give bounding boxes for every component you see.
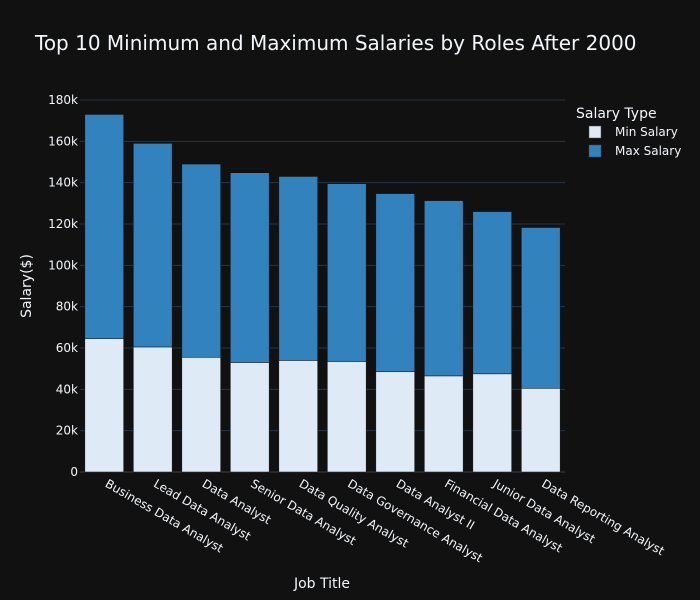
y-tick-label: 140k (48, 176, 78, 190)
max-salary-bar[interactable] (278, 176, 318, 361)
min-salary-bar[interactable] (84, 338, 124, 473)
min-salary-bar[interactable] (424, 375, 464, 473)
max-salary-bar[interactable] (521, 227, 561, 389)
legend-swatch[interactable] (588, 125, 602, 139)
min-salary-bar[interactable] (375, 371, 415, 473)
y-tick-label: 60k (56, 341, 78, 355)
max-salary-bar[interactable] (375, 193, 415, 373)
min-salary-bar[interactable] (133, 346, 173, 473)
y-tick-label: 0 (70, 465, 78, 479)
min-salary-bar[interactable] (278, 360, 318, 473)
y-tick-label: 180k (48, 93, 78, 107)
y-ticks: 0 20k 40k 60k 80k 100k 120k 140k 160k 180k (48, 93, 78, 479)
legend[interactable]: Salary Type Min Salary Max Salary (576, 106, 681, 158)
max-salary-bar[interactable] (133, 143, 173, 348)
min-salary-bar[interactable] (521, 388, 561, 473)
max-salary-bar[interactable] (84, 114, 124, 339)
min-salary-bar[interactable] (472, 373, 512, 473)
y-tick-label: 100k (48, 258, 78, 272)
y-tick-label: 80k (56, 300, 78, 314)
min-salary-bar[interactable] (327, 361, 367, 473)
bars (84, 114, 561, 473)
legend-label[interactable]: Min Salary (615, 125, 678, 139)
max-salary-bar[interactable] (424, 200, 464, 377)
y-tick-label: 40k (56, 382, 78, 396)
max-salary-bar[interactable] (230, 172, 270, 363)
legend-title: Salary Type (576, 106, 657, 122)
legend-label[interactable]: Max Salary (615, 144, 681, 158)
y-axis-title: Salary($) (19, 254, 35, 318)
legend-swatch[interactable] (588, 144, 602, 158)
max-salary-bar[interactable] (472, 211, 512, 375)
chart-title: Top 10 Minimum and Maximum Salaries by R… (34, 31, 637, 55)
y-tick-label: 120k (48, 217, 78, 231)
min-salary-bar[interactable] (181, 357, 221, 473)
x-axis-title: Job Title (293, 576, 350, 592)
y-tick-label: 160k (48, 134, 78, 148)
max-salary-bar[interactable] (327, 183, 367, 362)
y-tick-label: 20k (56, 424, 78, 438)
min-salary-bar[interactable] (230, 362, 270, 473)
max-salary-bar[interactable] (181, 163, 221, 358)
